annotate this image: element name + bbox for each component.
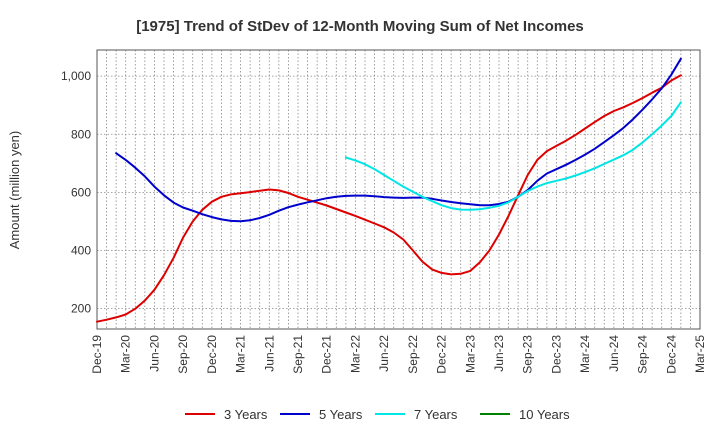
plot-frame [96, 49, 701, 330]
y-tick-label: 800 [71, 127, 91, 141]
x-tick-label: Dec-19 [90, 335, 104, 374]
legend-label-10-years: 10 Years [519, 407, 570, 422]
x-tick-label: Jun-23 [492, 335, 506, 372]
y-tick-label: 400 [71, 244, 91, 258]
x-tick-label: Sep-22 [406, 335, 420, 374]
x-tick-label: Mar-20 [119, 335, 133, 373]
series-line-3-years [96, 74, 682, 323]
series-layer [96, 57, 682, 323]
x-tick-label: Sep-24 [636, 335, 650, 374]
x-tick-label: Dec-21 [320, 335, 334, 374]
x-tick-label: Jun-20 [147, 335, 161, 372]
grid-layer [97, 50, 700, 329]
x-tick-label: Jun-21 [262, 335, 276, 372]
legend-label-7-years: 7 Years [414, 407, 458, 422]
x-tick-label: Mar-21 [234, 335, 248, 373]
y-tick-labels: 200 400 600 800 1,000 [61, 69, 91, 316]
legend-label-3-years: 3 Years [224, 407, 268, 422]
y-tick-label: 200 [71, 302, 91, 316]
x-tick-label: Mar-23 [463, 335, 477, 373]
y-axis-label: Amount (million yen) [7, 131, 22, 250]
series-line-7-years [344, 101, 682, 211]
y-tick-label: 600 [71, 185, 91, 199]
x-tick-label: Dec-20 [205, 335, 219, 374]
x-tick-label: Sep-20 [176, 335, 190, 374]
x-tick-label: Sep-21 [291, 335, 305, 374]
series-line-5-years [115, 57, 682, 223]
x-tick-label: Jun-22 [377, 335, 391, 372]
x-tick-label: Mar-25 [693, 335, 707, 373]
legend-label-5-years: 5 Years [319, 407, 363, 422]
x-tick-labels: Dec-19 Mar-20 Jun-20 Sep-20 Dec-20 Mar-21 Jun-… [90, 335, 707, 374]
x-tick-label: Dec-22 [435, 335, 449, 374]
y-tick-label: 1,000 [61, 69, 91, 83]
x-tick-label: Sep-23 [521, 335, 535, 374]
legend: 3 Years 5 Years 7 Years 10 Years [185, 407, 570, 422]
chart-title: [1975] Trend of StDev of 12-Month Moving… [136, 18, 584, 35]
x-tick-label: Mar-24 [578, 335, 592, 373]
x-tick-label: Dec-24 [664, 335, 678, 374]
x-tick-label: Jun-24 [607, 335, 621, 372]
x-tick-label: Mar-22 [348, 335, 362, 373]
x-tick-label: Dec-23 [549, 335, 563, 374]
